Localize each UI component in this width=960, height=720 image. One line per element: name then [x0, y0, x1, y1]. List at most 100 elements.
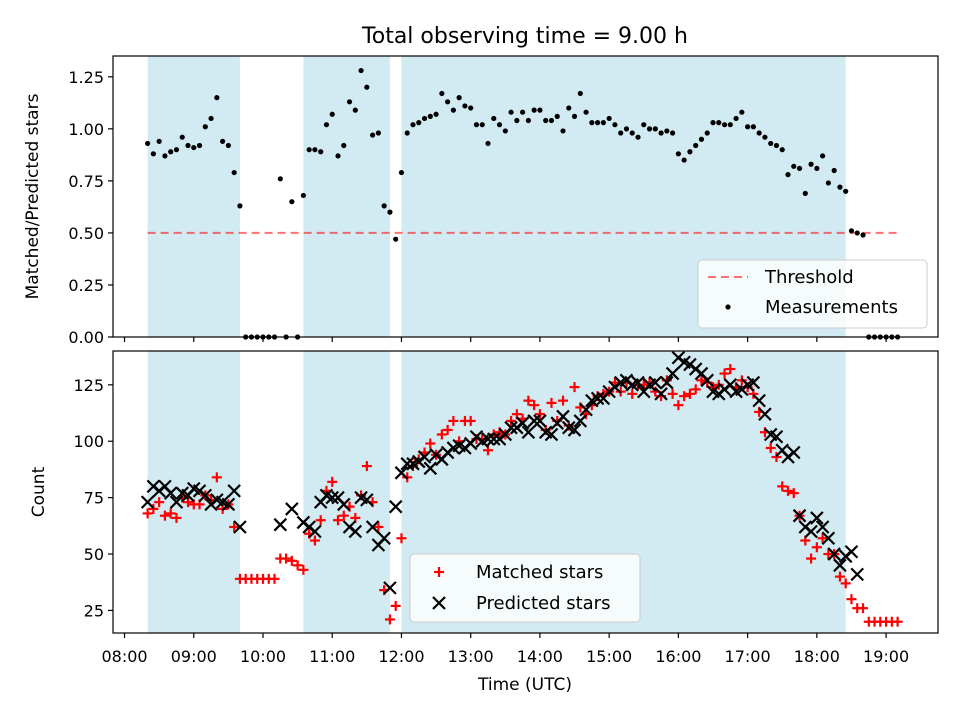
predicted-star-point [360, 493, 374, 507]
measurement-point [329, 111, 335, 117]
measurement-point [168, 149, 174, 155]
predicted-star-stroke-b [665, 366, 680, 381]
matched-star-point [286, 555, 297, 566]
predicted-star-stroke-b [810, 511, 824, 525]
measurement-point [583, 109, 589, 115]
predicted-star-point [481, 432, 495, 446]
predicted-star-point [752, 393, 766, 408]
legend-predicted-swatch [432, 596, 446, 610]
ratio-legend: Threshold Measurements [697, 259, 928, 329]
predicted-star-stroke-b [660, 375, 674, 390]
legend-predicted-label: Predicted stars [476, 593, 610, 614]
measurement-point [445, 99, 451, 105]
predicted-star-point [383, 581, 397, 595]
measurement-point [231, 169, 237, 176]
measurement-point [664, 128, 670, 134]
y-tick-label: 125 [73, 376, 104, 395]
shaded-interval [303, 351, 390, 633]
predicted-star-stroke-b [590, 391, 605, 406]
predicted-star-point [815, 520, 830, 534]
predicted-star-stroke-b [227, 484, 241, 498]
x-tick-label: 08:00 [101, 647, 147, 666]
measurement-point [323, 122, 330, 128]
predicted-star-stroke-b [821, 531, 836, 546]
predicted-star-point [533, 414, 547, 428]
measurement-point [716, 120, 722, 126]
measurement-point [318, 149, 324, 155]
predicted-star-stroke-b [233, 520, 247, 534]
matched-star-point [425, 438, 436, 449]
predicted-star-point [423, 461, 438, 476]
matched-star-point [298, 564, 309, 575]
matched-star-point [534, 409, 545, 420]
measurement-point [185, 142, 191, 149]
predicted-star-stroke-b [769, 429, 784, 444]
measurement-point [577, 90, 583, 97]
predicted-star-point [573, 414, 588, 428]
matched-star-point [448, 415, 459, 426]
predicted-star-point [810, 511, 824, 525]
measurement-point [808, 161, 814, 167]
matched-star-point [558, 395, 568, 406]
predicted-star-point [567, 423, 582, 437]
measurement-point [462, 103, 468, 109]
measurement-point [156, 138, 162, 144]
measurement-point [843, 188, 849, 194]
predicted-star-stroke-b [567, 423, 582, 437]
measurement-point [560, 128, 566, 134]
predicted-star-point [227, 484, 241, 498]
predicted-star-point [388, 499, 403, 514]
predicted-star-point [792, 508, 807, 523]
measurement-point [635, 134, 641, 140]
matched-star-point [783, 485, 793, 496]
matched-star-point [765, 443, 776, 454]
measurement-point [756, 130, 762, 136]
measurement-point [404, 130, 410, 136]
measurement-point [595, 120, 601, 126]
y-tick-label: 50 [84, 545, 104, 564]
measurement-point [381, 203, 387, 209]
predicted-star-point [400, 457, 415, 471]
predicted-star-stroke-b [521, 425, 536, 439]
measurement-point [300, 192, 306, 199]
measurement-point [398, 169, 405, 176]
y-tick-label: 1.00 [68, 120, 104, 139]
predicted-star-stroke-b [648, 375, 663, 390]
predicted-star-point [515, 416, 530, 430]
predicted-star-stroke-b [815, 520, 830, 534]
matched-star-point [142, 508, 153, 519]
matched-star-point [309, 535, 320, 546]
y-tick-label: 1.25 [68, 68, 104, 87]
measurement-point [820, 153, 826, 159]
matched-star-point [529, 400, 540, 411]
matched-star-point [148, 503, 159, 514]
predicted-star-point [827, 547, 841, 561]
predicted-star-stroke-b [533, 414, 547, 428]
measurement-point [548, 117, 555, 124]
measurement-point [387, 209, 393, 215]
predicted-star-stroke-b [221, 497, 236, 512]
predicted-star-point [544, 427, 559, 442]
predicted-star-stroke-b [527, 414, 541, 428]
matched-star-point [211, 472, 222, 483]
measurement-point [393, 236, 399, 242]
predicted-star-stroke-b [746, 375, 761, 390]
predicted-star-point [504, 420, 518, 435]
predicted-star-stroke-b [175, 486, 190, 500]
measurement-point [312, 147, 318, 153]
y-tick-label: 0.50 [68, 224, 104, 243]
measurement-point [277, 176, 283, 182]
matched-star-point [892, 616, 903, 627]
measurement-point [173, 147, 180, 153]
measurement-point [352, 107, 358, 113]
predicted-star-stroke-b [515, 416, 530, 430]
y-tick-label: 0.75 [68, 172, 104, 191]
predicted-star-stroke-b [169, 495, 184, 509]
predicted-star-stroke-b [354, 490, 368, 505]
matched-star-point [817, 533, 828, 544]
measurement-point [341, 142, 347, 149]
predicted-star-stroke-b [677, 355, 691, 370]
measurement-point [202, 124, 208, 130]
measurement-point [652, 126, 658, 132]
predicted-star-stroke-b [786, 445, 801, 460]
